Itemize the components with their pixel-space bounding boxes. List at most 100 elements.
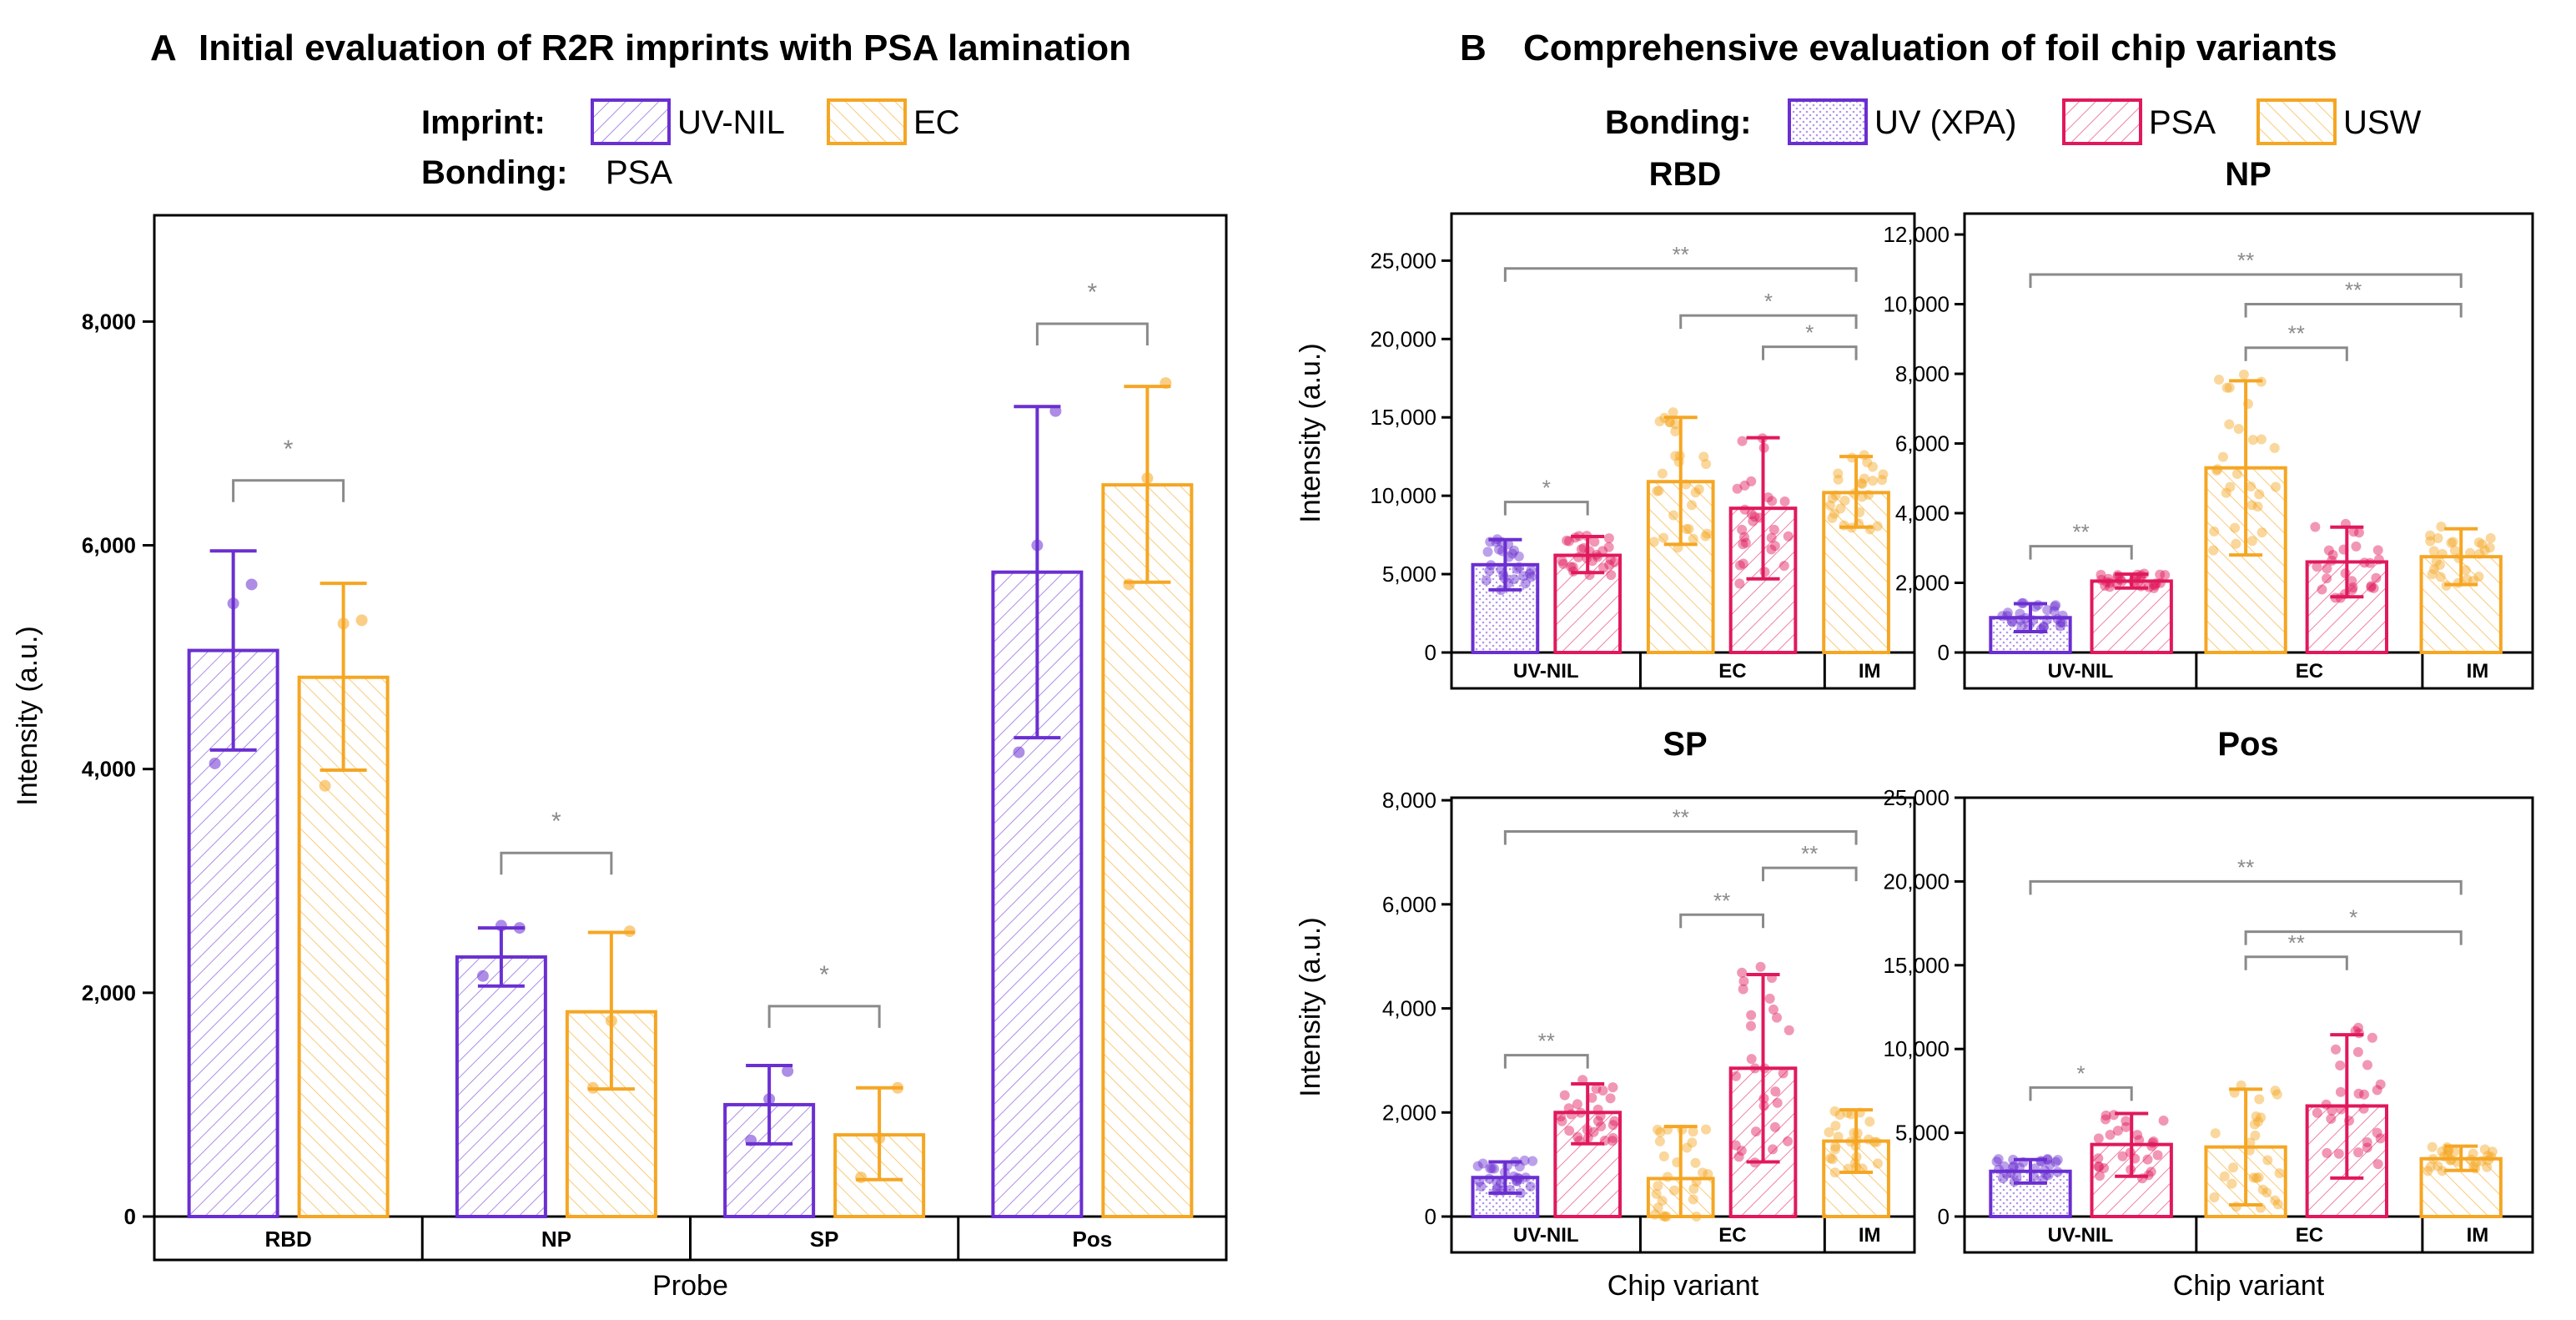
data-point bbox=[605, 1015, 617, 1027]
data-point bbox=[2011, 1171, 2022, 1182]
data-point bbox=[2238, 369, 2249, 380]
data-point bbox=[2366, 582, 2377, 592]
data-point bbox=[1688, 1126, 1698, 1137]
data-point bbox=[2121, 1121, 2131, 1132]
data-point bbox=[2477, 539, 2488, 550]
data-point bbox=[1476, 1181, 1487, 1192]
data-point bbox=[2116, 575, 2126, 586]
data-point bbox=[1769, 1121, 1780, 1132]
bar bbox=[2204, 466, 2287, 654]
data-point bbox=[2256, 434, 2267, 445]
data-point bbox=[245, 578, 258, 591]
significance-label: ** bbox=[2288, 321, 2305, 346]
data-point bbox=[2437, 1146, 2448, 1157]
bar bbox=[455, 955, 547, 1219]
data-point bbox=[1588, 1126, 1599, 1137]
data-point bbox=[2358, 1103, 2369, 1114]
data-point bbox=[2020, 612, 2031, 623]
data-point bbox=[2269, 442, 2280, 453]
data-point bbox=[1592, 1104, 1603, 1115]
data-point bbox=[1686, 500, 1697, 511]
significance-label: * bbox=[1088, 279, 1098, 306]
y-tick-label: 4,000 bbox=[82, 757, 136, 782]
data-point bbox=[586, 1081, 599, 1094]
y-tick-label: 25,000 bbox=[1883, 785, 1950, 810]
data-point bbox=[1512, 1176, 1522, 1186]
legend-b-bonding-label: Bonding: bbox=[1605, 104, 1752, 141]
bar bbox=[2090, 579, 2173, 655]
data-point bbox=[1877, 475, 1888, 486]
category-label: IM bbox=[2467, 1224, 2489, 1247]
data-point bbox=[2226, 1178, 2237, 1189]
legend-imprint-label: Imprint: bbox=[421, 104, 546, 141]
data-point bbox=[1764, 993, 1775, 1004]
data-point bbox=[2352, 1046, 2363, 1057]
data-point bbox=[1846, 1109, 1857, 1120]
data-point bbox=[1833, 468, 1844, 479]
data-point bbox=[2101, 577, 2112, 587]
data-point bbox=[2005, 1167, 2016, 1178]
legend-item-uvxpa: UV (XPA) bbox=[1874, 104, 2016, 141]
legend-item-usw: USW bbox=[2343, 104, 2422, 141]
data-point bbox=[1512, 1172, 1523, 1183]
data-point bbox=[1768, 1144, 1779, 1155]
data-point bbox=[2042, 1154, 2053, 1165]
data-point bbox=[2436, 521, 2447, 532]
y-axis-label: Intensity (a.u.) bbox=[12, 626, 43, 805]
significance-bracket bbox=[232, 479, 345, 502]
data-point bbox=[2317, 584, 2327, 595]
data-point bbox=[1663, 1171, 1673, 1182]
data-point bbox=[1519, 1155, 1530, 1166]
data-point bbox=[1563, 536, 1574, 547]
data-point bbox=[1698, 1167, 1708, 1178]
data-point bbox=[1779, 561, 1789, 572]
data-point bbox=[1700, 531, 1711, 542]
significance-bracket bbox=[1762, 866, 1858, 882]
data-point bbox=[1739, 504, 1750, 515]
data-point bbox=[2272, 1089, 2282, 1100]
data-point bbox=[2041, 614, 2052, 625]
data-point bbox=[1492, 1183, 1502, 1194]
data-point bbox=[2423, 1166, 2433, 1176]
data-point bbox=[2052, 614, 2063, 625]
data-point bbox=[1701, 1124, 1712, 1135]
data-point bbox=[2158, 1116, 2169, 1126]
data-point bbox=[2094, 1161, 2105, 1172]
data-point bbox=[2224, 382, 2235, 393]
significance-bracket bbox=[1679, 913, 1765, 929]
data-point bbox=[1603, 533, 1614, 544]
data-point bbox=[2365, 557, 2376, 568]
data-point bbox=[227, 597, 239, 610]
category-label: NP bbox=[541, 1227, 571, 1252]
y-tick-label: 15,000 bbox=[1370, 405, 1436, 430]
legend-swatch-uvxpa bbox=[1788, 98, 1868, 145]
data-point bbox=[1575, 1107, 1586, 1118]
data-point bbox=[2055, 621, 2065, 632]
data-point bbox=[1031, 539, 1044, 552]
data-point bbox=[1670, 419, 1681, 430]
data-point bbox=[2103, 573, 2114, 584]
data-point bbox=[355, 614, 368, 627]
data-point bbox=[745, 1134, 757, 1146]
data-point bbox=[1563, 1103, 1574, 1114]
data-point bbox=[1766, 544, 1777, 555]
category-label: IM bbox=[1859, 660, 1881, 683]
data-point bbox=[2322, 563, 2332, 574]
data-point bbox=[2433, 1161, 2443, 1171]
data-point bbox=[1609, 557, 1620, 567]
data-point bbox=[1688, 533, 1698, 544]
data-point bbox=[1658, 532, 1669, 543]
data-point bbox=[2460, 565, 2471, 576]
y-tick-label: 5,000 bbox=[1895, 1121, 1950, 1146]
data-point bbox=[1654, 416, 1665, 427]
data-point bbox=[1673, 456, 1684, 467]
data-point bbox=[2312, 562, 2322, 572]
data-point bbox=[1738, 558, 1748, 569]
data-point bbox=[2151, 578, 2161, 589]
data-point bbox=[2473, 572, 2484, 582]
y-tick-label: 10,000 bbox=[1370, 483, 1436, 508]
chart-sp: SP 0 2,000 4,000 6,000 8,000 Intensity (a.u.) C… bbox=[1295, 726, 1916, 1302]
legend-swatch-ec bbox=[827, 98, 907, 145]
data-point bbox=[1513, 562, 1524, 572]
data-point bbox=[1514, 1173, 1525, 1184]
